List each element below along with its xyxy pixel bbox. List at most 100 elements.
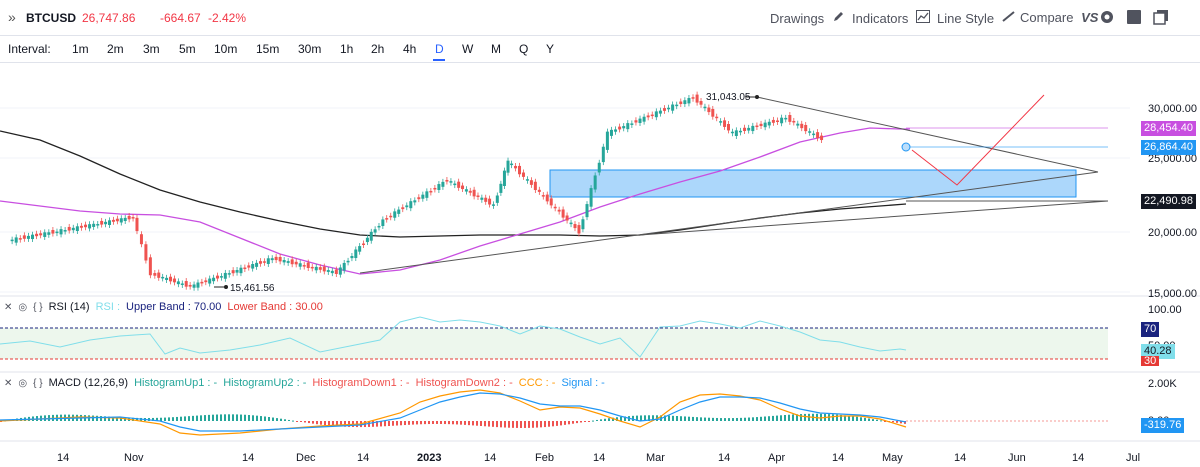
visibility-eye-icon[interactable]: ◎	[18, 301, 28, 313]
candle-body	[820, 135, 824, 141]
interval-3m[interactable]: 3m	[143, 42, 160, 56]
candle-body	[369, 231, 373, 241]
interval-4h[interactable]: 4h	[403, 42, 417, 56]
drawings-button[interactable]: Drawings	[770, 10, 845, 26]
macd-histogram-bar	[708, 417, 710, 421]
line-style-button[interactable]: Line Style	[937, 10, 1015, 26]
candle-body	[622, 126, 626, 129]
candle-body	[389, 215, 393, 218]
hide-close-icon[interactable]: ✕	[4, 301, 13, 313]
macd-histogram-bar	[396, 421, 398, 426]
rsi-value-badge: 40.28	[1141, 344, 1175, 359]
macd-histogram-bar	[792, 414, 794, 421]
macd-histogram-bar	[580, 421, 582, 423]
macd-histogram-bar	[492, 421, 494, 427]
copy-layout-icon[interactable]	[1153, 9, 1169, 25]
macd-histogram-bar	[804, 413, 806, 421]
last-price-marker[interactable]	[901, 142, 911, 152]
macd-histogram-bar	[464, 421, 466, 425]
interval-q[interactable]: Q	[519, 42, 529, 56]
interval-2h[interactable]: 2h	[371, 42, 385, 56]
candle-body	[235, 270, 239, 273]
macd-histogram-bar	[476, 421, 478, 426]
interval-10m[interactable]: 10m	[214, 42, 238, 56]
interval-1h[interactable]: 1h	[340, 42, 354, 56]
grid-lines	[0, 107, 1130, 293]
macd-histogram-bar	[552, 421, 554, 427]
candle-body	[506, 160, 510, 173]
candle-body	[310, 266, 314, 269]
settings-gear-icon[interactable]	[1099, 9, 1115, 25]
macd-histogram-bar	[860, 417, 862, 421]
resistance-trendline[interactable]	[756, 96, 1099, 173]
macd-histogram-bar	[280, 418, 282, 421]
source-code-icon[interactable]: { }	[33, 301, 43, 313]
horizontal-level-line[interactable]	[639, 200, 1109, 236]
macd-histogram-bar	[392, 421, 394, 426]
candle-body	[342, 262, 346, 271]
support-zone[interactable]	[549, 169, 1077, 198]
compare-button[interactable]: Compare VS	[1020, 10, 1098, 25]
interval-m[interactable]: M	[491, 42, 501, 56]
time-axis-label: 2023	[417, 452, 441, 464]
macd-histogram-bar	[184, 416, 186, 421]
expand-chevrons-icon[interactable]: »	[8, 9, 16, 25]
low-annotation: 15,461.56	[230, 283, 275, 294]
interval-15m[interactable]: 15m	[256, 42, 280, 56]
macd-histogram-bar	[372, 421, 374, 427]
save-icon[interactable]	[1126, 9, 1142, 25]
time-axis[interactable]: 14 Nov 14 Dec 14 2023 14 Feb 14 Mar 14 Apr 14 May 14 Ju…	[57, 452, 1140, 464]
candle-body	[751, 125, 755, 132]
macd-histogram-bar	[728, 418, 730, 421]
pencil-icon	[833, 12, 843, 21]
symbol-name[interactable]: BTCUSD	[26, 11, 76, 25]
candle-body	[468, 190, 472, 193]
chart-area[interactable]: 31,043.05 15,461.56 30,000.00 25,000.00 …	[0, 64, 1200, 467]
interval-30m[interactable]: 30m	[298, 42, 322, 56]
interval-2m[interactable]: 2m	[107, 42, 124, 56]
projection-path[interactable]	[911, 94, 1045, 186]
interval-5m[interactable]: 5m	[179, 42, 196, 56]
macd-histogram-bar	[632, 415, 634, 421]
candle-body	[747, 127, 751, 131]
sma-price-badge: 28,454.40	[1141, 121, 1196, 136]
interval-w[interactable]: W	[462, 42, 474, 56]
macd-histogram-bar	[596, 419, 598, 421]
candle-body	[79, 225, 83, 228]
interval-y[interactable]: Y	[546, 42, 555, 56]
hide-close-icon[interactable]: ✕	[4, 377, 13, 389]
macd-histogram-bar	[560, 421, 562, 426]
candle-body	[719, 121, 723, 123]
candle-body	[338, 267, 342, 275]
candle-body	[350, 256, 354, 259]
candle-body	[581, 219, 585, 230]
macd-histogram-bar	[100, 416, 102, 421]
candle-body	[346, 260, 350, 263]
source-code-icon[interactable]: { }	[33, 377, 43, 389]
macd-histogram-bar	[228, 414, 230, 421]
macd-histogram-bar	[388, 421, 390, 427]
candle-body	[441, 181, 445, 187]
macd-histogram-bar	[884, 421, 886, 422]
macd-histogram-bar	[720, 418, 722, 421]
candle-body	[780, 117, 784, 124]
candle-body	[409, 201, 413, 209]
macd-histogram-bar	[612, 417, 614, 421]
time-axis-label: Jul	[1126, 452, 1140, 464]
support-trendline[interactable]	[359, 171, 1099, 274]
candle-body	[115, 218, 119, 222]
visibility-eye-icon[interactable]: ◎	[18, 377, 28, 389]
macd-value-badge: -319.76	[1141, 418, 1185, 433]
candle-body	[589, 188, 593, 207]
macd-histogram-bar	[208, 414, 210, 421]
candle-body	[71, 227, 75, 231]
macd-histogram-bar	[272, 417, 274, 421]
macd-histogram-bar	[412, 421, 414, 425]
interval-d[interactable]: D	[435, 42, 444, 56]
candle-body	[47, 232, 51, 235]
interval-1m[interactable]: 1m	[72, 42, 89, 56]
indicators-button[interactable]: Indicators	[852, 10, 930, 26]
chart-canvas[interactable]: 31,043.05 15,461.56 30,000.00 25,000.00 …	[0, 64, 1200, 467]
macd-histogram-bar	[264, 416, 266, 421]
macd-histogram-bar	[748, 417, 750, 421]
